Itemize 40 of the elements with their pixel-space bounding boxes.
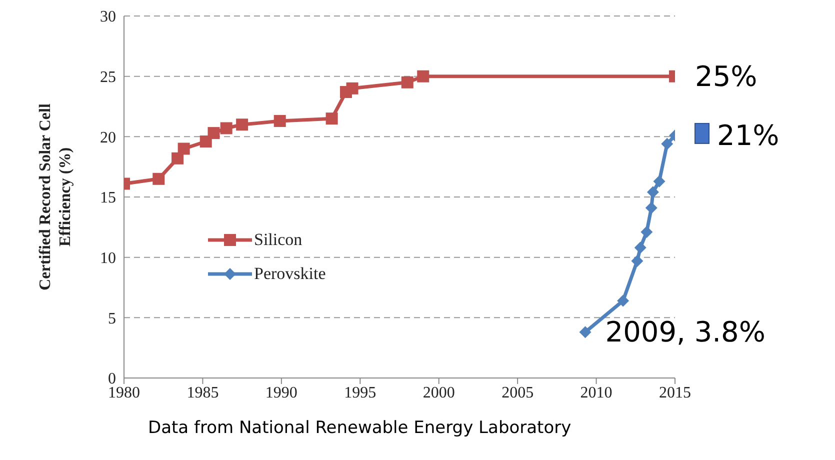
point	[631, 254, 644, 267]
point	[401, 76, 414, 88]
point	[617, 294, 630, 307]
legend-label: Perovskite	[254, 264, 326, 284]
x-tick-label: 1985	[186, 384, 219, 402]
annotation: 2009, 3.8%	[605, 316, 766, 349]
text: 25%	[695, 60, 758, 93]
point	[152, 172, 165, 185]
point	[346, 82, 358, 94]
point	[579, 326, 592, 338]
point	[274, 114, 286, 127]
point	[661, 138, 674, 150]
point	[646, 186, 659, 198]
point	[653, 175, 666, 188]
point	[634, 242, 646, 254]
y-tick-label: 5	[108, 310, 116, 328]
x-tick-label: 2015	[659, 384, 691, 402]
y-axis-title: Certified Record Solar Cell Efficiency (%)	[37, 103, 74, 290]
y-tick-label: 25	[100, 69, 116, 86]
x-tick-label: 2005	[502, 384, 534, 402]
y-tick-label: 10	[100, 250, 116, 268]
text: 21%	[717, 118, 780, 152]
text: Data from National Renewable Energy Laboratory	[148, 418, 572, 438]
x-tick-label: 2010	[580, 384, 612, 402]
point	[640, 226, 653, 238]
point	[417, 70, 430, 82]
y-tick-label: 20	[100, 129, 116, 146]
point	[178, 142, 190, 155]
point	[220, 122, 232, 134]
point	[326, 112, 338, 125]
point	[645, 202, 658, 214]
x-tick-label: 2000	[422, 384, 455, 402]
point	[172, 152, 184, 164]
x-tick-label: 1990	[265, 384, 298, 402]
legend-label: Silicon	[254, 230, 302, 250]
point	[236, 118, 248, 131]
y-tick-label: 30	[100, 8, 116, 26]
y-tick-label: 15	[100, 190, 116, 207]
x-tick-label: 1995	[344, 384, 376, 402]
point	[208, 127, 220, 140]
